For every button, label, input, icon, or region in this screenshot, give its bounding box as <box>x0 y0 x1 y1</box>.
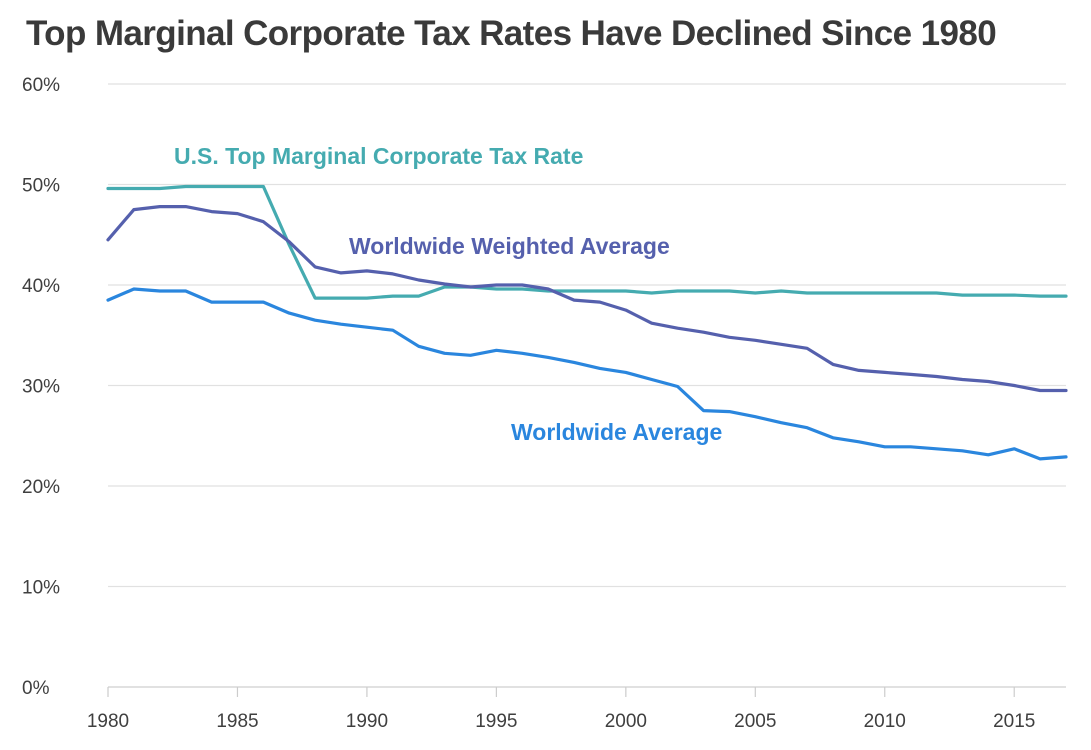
x-tick-label: 2015 <box>993 711 1035 732</box>
x-tick-label: 2005 <box>734 711 776 732</box>
worldwide-average-line <box>106 287 1068 461</box>
series-label-worldwide-average: Worldwide Average <box>511 419 722 445</box>
y-axis-tick-labels: 0% 10% 20% 30% 40% 50% 60% <box>22 75 60 699</box>
y-tick-label: 50% <box>22 176 60 197</box>
series-labels: U.S. Top Marginal Corporate Tax Rate Wor… <box>174 143 722 445</box>
series-lines <box>106 184 1068 461</box>
y-tick-label: 10% <box>22 578 60 599</box>
x-tick-label: 1980 <box>87 711 129 732</box>
y-tick-label: 40% <box>22 276 60 297</box>
x-tick-label: 1990 <box>346 711 388 732</box>
worldwide-weighted-average-line <box>106 205 1068 393</box>
y-tick-label: 30% <box>22 377 60 398</box>
series-label-us-top-rate: U.S. Top Marginal Corporate Tax Rate <box>174 143 583 169</box>
chart-title: Top Marginal Corporate Tax Rates Have De… <box>26 14 997 53</box>
x-tick-label: 2010 <box>864 711 906 732</box>
y-tick-label: 20% <box>22 477 60 498</box>
series-label-worldwide-weighted-average: Worldwide Weighted Average <box>349 233 670 259</box>
y-tick-label: 60% <box>22 75 60 96</box>
x-tick-label: 1985 <box>216 711 258 732</box>
x-axis-ticks: 1980 1985 1990 1995 2000 2005 2010 2015 <box>87 687 1035 732</box>
y-tick-label: 0% <box>22 678 50 699</box>
x-tick-label: 2000 <box>605 711 647 732</box>
us-top-marginal-rate-line <box>106 184 1068 300</box>
x-tick-label: 1995 <box>475 711 517 732</box>
gridlines <box>108 83 1066 688</box>
